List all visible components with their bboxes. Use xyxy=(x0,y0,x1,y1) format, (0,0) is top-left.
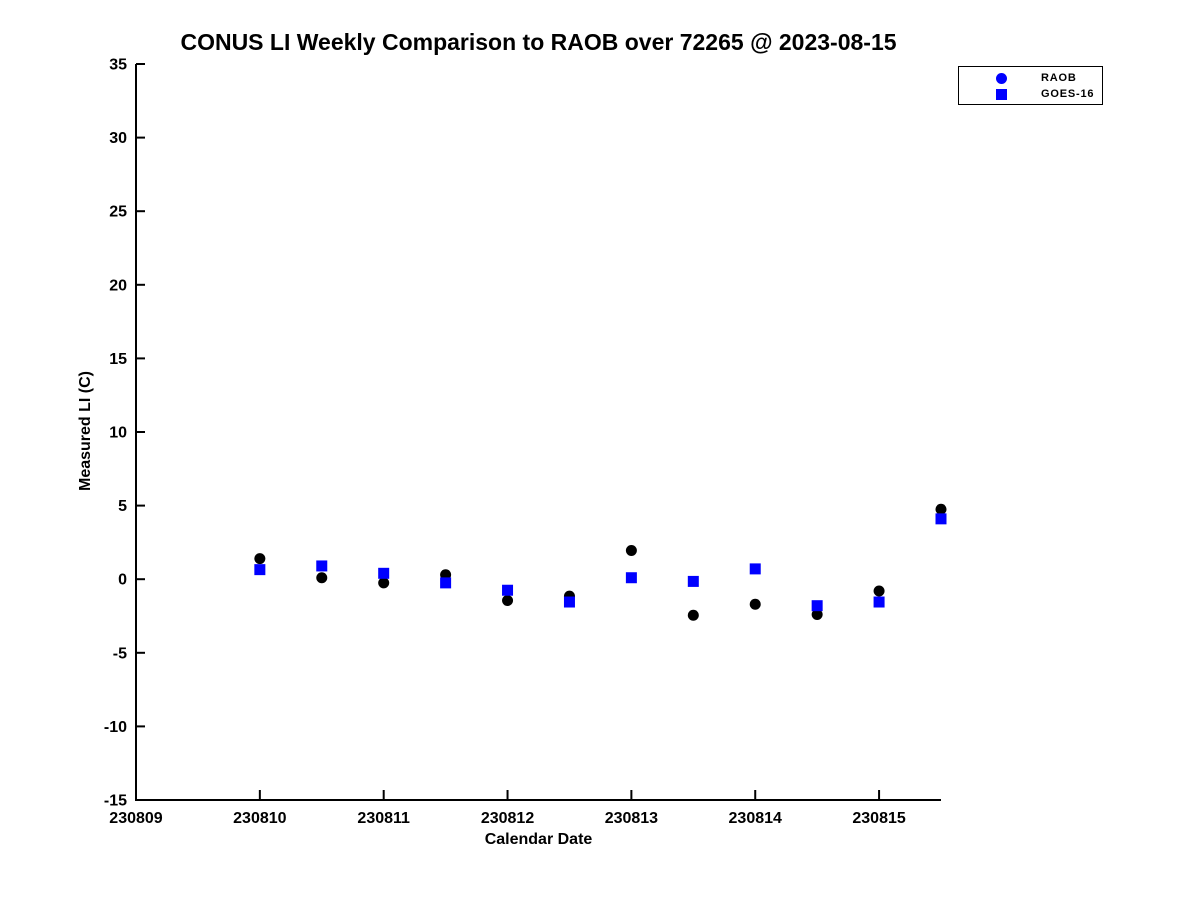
x-tick-label: 230810 xyxy=(233,810,286,827)
x-tick-label: 230811 xyxy=(357,810,410,827)
y-tick-label: 25 xyxy=(109,204,127,221)
y-tick-label: 5 xyxy=(118,498,127,515)
data-point-RAOB xyxy=(625,544,637,556)
legend-label-goes16: GOES-16 xyxy=(1041,88,1095,100)
data-point-GOES-16 xyxy=(935,513,947,525)
data-point-GOES-16 xyxy=(563,596,575,608)
data-point-RAOB xyxy=(749,598,761,610)
data-point-GOES-16 xyxy=(749,563,761,575)
y-tick-label: 15 xyxy=(109,351,127,368)
data-point-GOES-16 xyxy=(440,577,452,589)
y-tick-label: -10 xyxy=(104,719,127,736)
legend-entry-goes16: GOES-16 xyxy=(959,86,1102,102)
data-point-GOES-16 xyxy=(873,596,885,608)
axis-lines xyxy=(135,64,941,801)
x-tick-label: 230812 xyxy=(481,810,534,827)
x-tick-label: 230813 xyxy=(605,810,658,827)
data-point-RAOB xyxy=(687,609,699,621)
x-tick-label: 230809 xyxy=(109,810,162,827)
data-point-GOES-16 xyxy=(687,575,699,587)
data-point-RAOB xyxy=(873,585,885,597)
y-tick-label: 20 xyxy=(109,277,127,294)
legend-entry-raob: RAOB xyxy=(959,70,1102,86)
data-point-GOES-16 xyxy=(254,564,266,576)
raob-circle-marker-icon xyxy=(996,73,1007,84)
data-point-GOES-16 xyxy=(316,560,328,572)
goes16-square-marker-icon xyxy=(996,89,1007,100)
y-tick-label: -15 xyxy=(104,793,127,810)
x-axis-label: Calendar Date xyxy=(484,831,593,848)
data-point-RAOB xyxy=(316,572,328,584)
data-point-RAOB xyxy=(502,595,514,607)
data-point-GOES-16 xyxy=(625,572,637,584)
legend-label-raob: RAOB xyxy=(1041,72,1077,84)
y-tick-label: 0 xyxy=(118,572,127,589)
data-point-RAOB xyxy=(378,577,390,589)
data-point-RAOB xyxy=(254,553,266,565)
y-tick-label: 30 xyxy=(109,130,127,147)
x-tick-label: 230815 xyxy=(852,810,905,827)
data-point-GOES-16 xyxy=(378,567,390,579)
data-point-RAOB xyxy=(811,609,823,621)
y-tick-label: 35 xyxy=(109,57,127,74)
data-point-GOES-16 xyxy=(811,600,823,612)
chart-title: CONUS LI Weekly Comparison to RAOB over … xyxy=(180,29,897,55)
legend-box: RAOB GOES-16 xyxy=(958,66,1103,105)
x-tick-label: 230814 xyxy=(729,810,782,827)
data-point-RAOB xyxy=(935,503,947,515)
data-point-GOES-16 xyxy=(502,584,514,596)
y-tick-label: -5 xyxy=(113,645,127,662)
y-tick-label: 10 xyxy=(109,425,127,442)
